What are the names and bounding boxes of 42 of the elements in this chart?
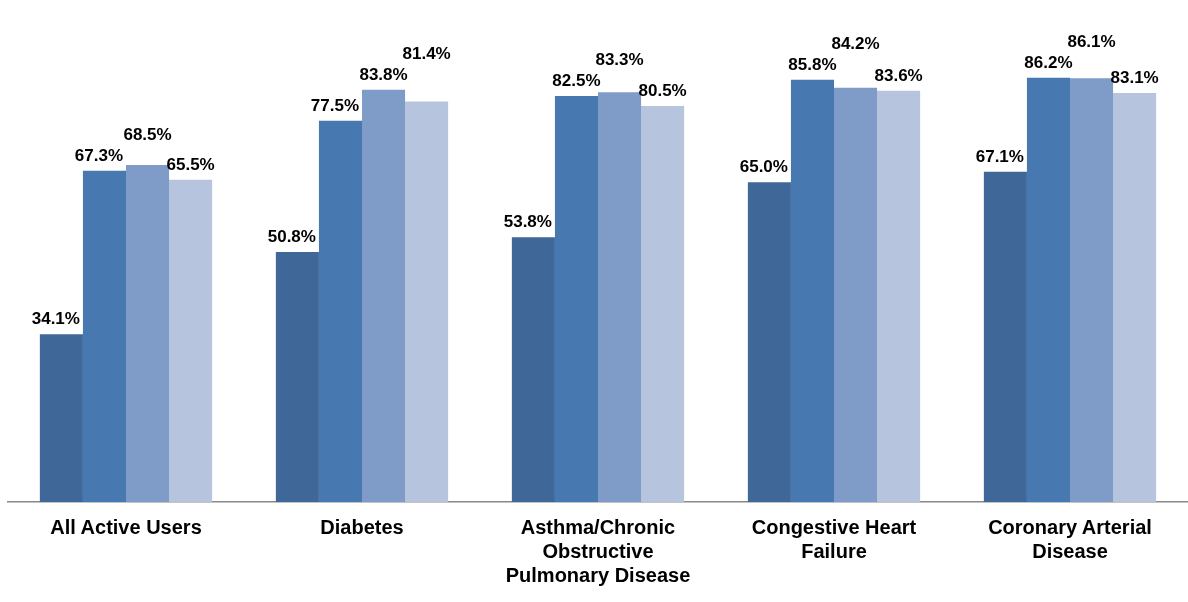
x-tick-label: Asthma/Chronic Obstructive Pulmonary Disease — [505, 515, 691, 586]
data-label: 84.2% — [831, 34, 880, 54]
bar — [82, 170, 126, 502]
data-label: 83.8% — [359, 64, 408, 84]
data-label: 67.3% — [74, 146, 123, 166]
data-label: 68.5% — [123, 125, 172, 145]
data-label: 82.5% — [552, 71, 601, 91]
data-label: 83.6% — [874, 65, 923, 85]
data-label: 83.3% — [595, 50, 644, 70]
bar — [834, 87, 878, 502]
bar — [39, 334, 83, 502]
x-tick-label: All Active Users — [50, 515, 202, 538]
data-label: 65.0% — [739, 157, 788, 177]
data-label: 86.2% — [1024, 53, 1073, 73]
data-label: 86.1% — [1067, 32, 1116, 52]
bar — [790, 79, 834, 502]
bar — [877, 90, 921, 502]
x-tick-label: Congestive Heart Failure — [751, 515, 917, 562]
bar — [983, 171, 1027, 502]
data-label: 65.5% — [166, 154, 215, 174]
bar — [318, 120, 362, 502]
bar — [641, 105, 685, 502]
data-label: 34.1% — [31, 309, 80, 329]
bar — [275, 252, 319, 502]
data-label: 53.8% — [503, 212, 552, 232]
bar — [511, 237, 555, 502]
data-label: 83.1% — [1110, 68, 1159, 88]
bar — [405, 101, 449, 502]
bar — [169, 179, 213, 502]
data-label: 85.8% — [788, 55, 837, 75]
bar — [362, 89, 406, 502]
data-label: 81.4% — [402, 43, 451, 63]
x-tick-label: Coronary Arterial Disease — [988, 515, 1152, 562]
bar — [747, 182, 791, 502]
bar — [1026, 77, 1070, 502]
bar — [1113, 93, 1157, 502]
data-label: 67.1% — [975, 147, 1024, 167]
data-label: 50.8% — [267, 227, 316, 247]
data-label: 80.5% — [638, 81, 687, 101]
bar — [554, 96, 598, 502]
data-label: 77.5% — [310, 95, 359, 115]
x-tick-label: Diabetes — [320, 515, 404, 538]
